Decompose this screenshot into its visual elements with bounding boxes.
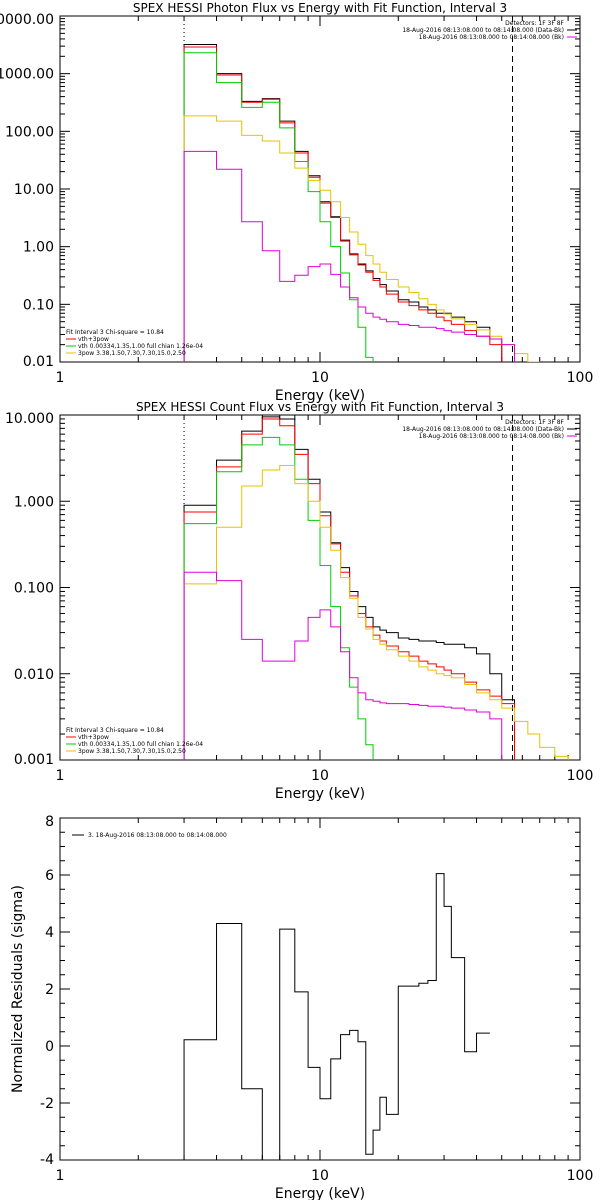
legend-bottom-left-entry: vth 0.00334,1.35,1.00 full chian 1.26e-0… <box>78 741 203 748</box>
y-axis-label: Normalized Residuals (sigma) <box>10 885 26 1093</box>
legend-top-right-entry: 18-Aug-2016 08:13:08.000 to 08:14:08.000… <box>402 426 564 433</box>
legend-top-right-entry: 18-Aug-2016 08:13:08.000 to 08:14:08.000… <box>419 34 564 41</box>
legend-bottom-left-entry: 3pow 3.38,1.50,7.30,7.30,15.0,2.50 <box>78 748 186 755</box>
y-tick-label: 0 <box>45 1039 54 1055</box>
chart-panel-1: SPEX HESSI Photon Flux vs Energy with Fi… <box>0 1 593 404</box>
legend-bottom-left-entry: vth+3pow <box>78 336 109 343</box>
legend-bottom-left-entry: vth 0.00334,1.35,1.00 full chian 1.26e-0… <box>78 343 203 350</box>
y-tick-label: -2 <box>40 1096 54 1112</box>
series-group <box>183 873 490 1160</box>
y-tick-label: 1.000 <box>14 494 54 510</box>
x-tick-label: 100 <box>567 370 594 386</box>
x-axis-label: Energy (keV) <box>275 388 365 404</box>
y-tick-label: 0.100 <box>14 581 54 597</box>
y-tick-label: 0.10 <box>23 297 54 313</box>
y-tick-label: 0.001 <box>14 752 54 768</box>
x-tick-label: 10 <box>311 768 329 784</box>
y-tick-label: 10.00 <box>14 182 54 198</box>
chart-panel-2: SPEX HESSI Count Flux vs Energy with Fit… <box>5 400 593 802</box>
plot-frame <box>59 817 581 1161</box>
chart-panel-3: 1 10 100 Energy (keV) -4 -2 0 2 4 6 8 Normalized Re… <box>10 814 594 1202</box>
x-tick-label: 1 <box>56 370 65 386</box>
chart-title: SPEX HESSI Photon Flux vs Energy with Fi… <box>133 1 507 15</box>
legend-bottom-left-entry: vth+3pow <box>78 734 109 741</box>
y-tick-label: 2 <box>45 982 54 998</box>
series-line-5 <box>183 150 516 362</box>
series-line-5 <box>183 571 503 760</box>
chart-title: SPEX HESSI Count Flux vs Energy with Fit… <box>136 400 504 414</box>
series-group <box>183 44 540 362</box>
x-tick-label: 100 <box>567 768 594 784</box>
y-tick-label: 10.000 <box>5 411 54 427</box>
series-group <box>183 416 569 760</box>
series-line-1 <box>183 44 503 362</box>
x-tick-label: 10 <box>311 370 329 386</box>
x-axis-label: Energy (keV) <box>275 786 365 802</box>
series-line-4 <box>183 115 540 362</box>
series-line-3 <box>183 52 374 362</box>
y-tick-label: -4 <box>40 1152 54 1168</box>
y-tick-label: 0.01 <box>23 354 54 370</box>
y-tick-label: 6 <box>45 868 54 884</box>
x-tick-label: 1 <box>56 1168 65 1184</box>
series-line-4 <box>183 464 569 760</box>
legend-bottom-left-entry: 3pow 3.38,1.50,7.30,7.30,15.0,2.50 <box>78 350 186 357</box>
y-tick-label: 10000.00 <box>0 12 54 28</box>
x-tick-label: 100 <box>567 1168 594 1184</box>
y-tick-label: 100.00 <box>5 124 54 140</box>
y-tick-label: 4 <box>45 925 54 941</box>
x-tick-label: 10 <box>311 1168 329 1184</box>
x-axis-label: Energy (keV) <box>275 1186 365 1200</box>
y-tick-label: 1.00 <box>23 240 54 256</box>
legend-top-left-entry: 3. 18-Aug-2016 08:13:08.000 to 08:14:08.… <box>88 832 227 839</box>
legend-bottom-left-entry: Fit Interval 3 Chi-square = 10.84 <box>66 727 164 734</box>
legend-top-right-entry: Detectors: 1F 3F 8F <box>505 419 564 426</box>
series-line-2 <box>183 418 516 760</box>
legend-top-right-entry: 18-Aug-2016 08:13:08.000 to 08:14:08.000… <box>402 27 564 34</box>
legend-top-right-entry: Detectors: 1F 3F 8F <box>505 20 564 27</box>
series-line-1 <box>183 873 490 1160</box>
legend-bottom-left-entry: Fit Interval 3 Chi-square = 10.84 <box>66 329 164 336</box>
x-tick-label: 1 <box>56 768 65 784</box>
y-tick-label: 1000.00 <box>0 67 54 83</box>
y-tick-label: 0.010 <box>14 667 54 683</box>
series-line-2 <box>183 46 503 362</box>
legend-top-right-entry: 18-Aug-2016 08:13:08.000 to 08:14:08.000… <box>419 433 564 440</box>
y-tick-label: 8 <box>45 814 54 830</box>
series-line-3 <box>183 436 374 760</box>
